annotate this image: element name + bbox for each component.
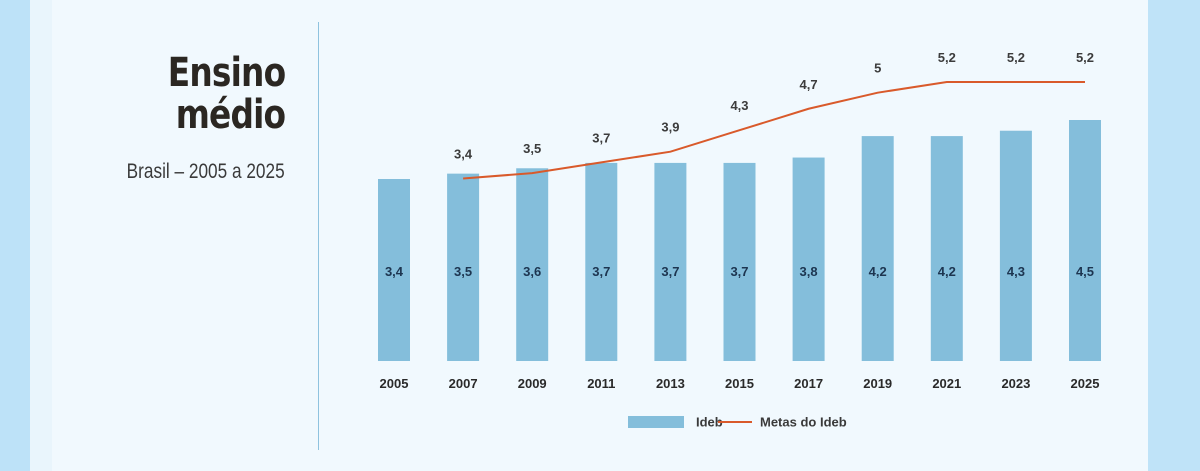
vertical-divider	[318, 22, 319, 450]
goal-value-label-2011: 3,7	[592, 130, 610, 145]
x-axis-labels: 2005 2007 2009 2011 2013 2015 2017 2019 2021 2023…	[380, 376, 1100, 391]
bar-2019	[861, 136, 894, 361]
title-line-1: Ensino	[167, 50, 286, 96]
goal-value-label-2023: 5,2	[1007, 50, 1025, 65]
bar-2011	[585, 162, 618, 361]
x-tick-label-2017: 2017	[794, 376, 823, 391]
bar-series	[378, 120, 1101, 361]
legend-label-metas: Metas do Ideb	[760, 415, 847, 430]
x-tick-label-2023: 2023	[1001, 376, 1030, 391]
bar-2017	[792, 157, 825, 361]
legend-label-ideb: Ideb	[696, 415, 723, 430]
bar-value-label-2021: 4,2	[938, 264, 956, 279]
goal-value-label-2009: 3,5	[523, 141, 541, 156]
bar-2007	[447, 173, 480, 361]
x-tick-label-2005: 2005	[380, 376, 409, 391]
legend: Ideb Metas do Ideb	[628, 415, 847, 430]
title-line-2: médio	[175, 92, 285, 138]
bar-2009	[516, 168, 549, 361]
bar-value-label-2025: 4,5	[1076, 264, 1094, 279]
bar-2023	[999, 130, 1032, 361]
bar-value-label-2015: 3,7	[730, 264, 748, 279]
bar-value-label-2023: 4,3	[1007, 264, 1025, 279]
x-tick-label-2019: 2019	[863, 376, 892, 391]
bar-labels: 3,4 3,5 3,6 3,7 3,7 3,7 3,8 4,2 4,2 4,3 4,5	[385, 264, 1094, 279]
goal-value-label-2017: 4,7	[800, 77, 818, 92]
bar-value-label-2009: 3,6	[523, 264, 541, 279]
x-tick-label-2025: 2025	[1071, 376, 1100, 391]
bar-value-label-2017: 3,8	[800, 264, 818, 279]
bar-2005	[378, 179, 410, 361]
bar-2015	[723, 162, 756, 361]
goal-labels: 3,4 3,5 3,7 3,9 4,3 4,7 5 5,2 5,2 5,2	[454, 50, 1094, 162]
bar-value-label-2011: 3,7	[592, 264, 610, 279]
x-tick-label-2013: 2013	[656, 376, 685, 391]
bar-value-label-2007: 3,5	[454, 264, 472, 279]
x-tick-label-2007: 2007	[449, 376, 478, 391]
bar-2013	[654, 162, 687, 361]
goal-value-label-2015: 4,3	[730, 98, 748, 113]
goal-line	[463, 80, 1085, 180]
bar-2021	[930, 136, 963, 361]
x-tick-label-2021: 2021	[932, 376, 961, 391]
x-tick-label-2009: 2009	[518, 376, 547, 391]
frame-left-strip	[0, 0, 30, 471]
bar-2025	[1069, 120, 1101, 361]
goal-value-label-2025: 5,2	[1076, 50, 1094, 65]
page-title: Ensino médio	[167, 50, 286, 138]
x-tick-label-2011: 2011	[587, 376, 615, 391]
bar-value-label-2019: 4,2	[869, 264, 887, 279]
goal-value-label-2021: 5,2	[938, 50, 956, 65]
goal-value-label-2019: 5	[874, 61, 881, 76]
goal-value-label-2013: 3,9	[661, 120, 679, 135]
x-tick-label-2015: 2015	[725, 376, 754, 391]
bar-value-label-2005: 3,4	[385, 264, 404, 279]
goal-value-label-2007: 3,4	[454, 147, 473, 162]
legend-swatch-ideb	[628, 416, 684, 428]
page-subtitle: Brasil – 2005 a 2025	[127, 160, 285, 183]
bar-value-label-2013: 3,7	[661, 264, 679, 279]
